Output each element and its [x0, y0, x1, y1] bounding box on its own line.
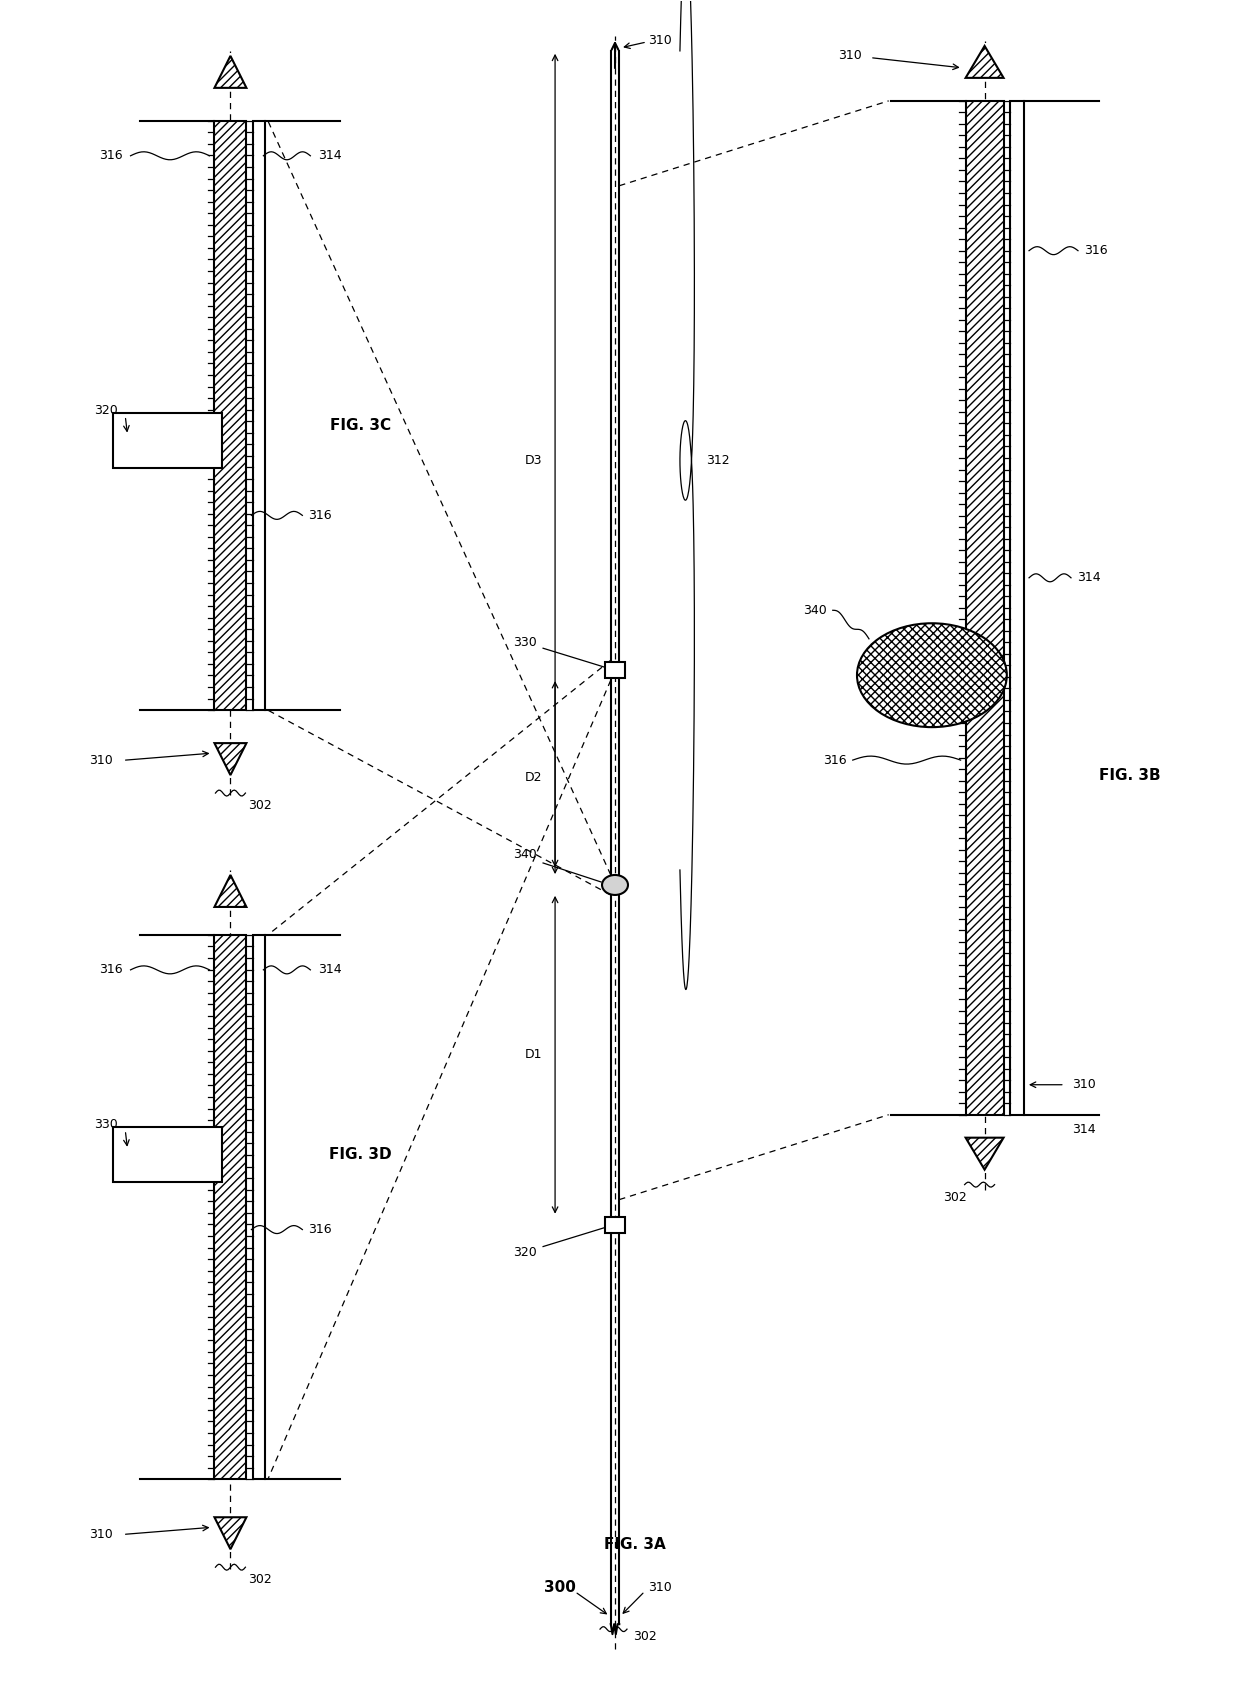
Text: 302: 302: [942, 1192, 966, 1204]
Text: D3: D3: [525, 454, 542, 467]
Text: FIG. 3D: FIG. 3D: [329, 1147, 392, 1163]
Text: FIG. 3A: FIG. 3A: [604, 1536, 666, 1552]
Polygon shape: [215, 1517, 247, 1550]
Text: 314: 314: [1078, 571, 1101, 585]
Text: 320: 320: [513, 1246, 537, 1258]
Bar: [215, 934, 247, 1480]
Bar: [253, 934, 265, 1480]
Bar: [1011, 101, 1024, 1115]
Bar: [966, 101, 1003, 1115]
Bar: [966, 101, 1003, 1115]
Ellipse shape: [857, 624, 1007, 726]
Text: 316: 316: [99, 150, 123, 162]
Text: 302: 302: [634, 1630, 657, 1642]
Text: FIG. 3C: FIG. 3C: [330, 418, 391, 433]
Text: 300: 300: [544, 1579, 577, 1594]
Bar: [113, 413, 222, 467]
Text: 316: 316: [309, 1222, 332, 1236]
Text: 310: 310: [649, 1581, 672, 1594]
Text: 330: 330: [94, 1118, 118, 1130]
Text: 310: 310: [89, 1528, 113, 1541]
Polygon shape: [215, 875, 247, 907]
Text: 316: 316: [309, 508, 332, 522]
Text: 314: 314: [319, 963, 342, 977]
Bar: [113, 1127, 222, 1182]
Text: 316: 316: [99, 963, 123, 977]
Bar: [215, 121, 247, 711]
Polygon shape: [966, 1137, 1003, 1170]
Text: 314: 314: [319, 150, 342, 162]
Text: 340: 340: [804, 604, 827, 617]
Bar: [215, 121, 247, 711]
Text: 316: 316: [823, 754, 847, 767]
Text: 310: 310: [89, 754, 113, 767]
Text: 310: 310: [649, 34, 672, 48]
Polygon shape: [966, 46, 1003, 78]
Text: 316: 316: [1084, 244, 1107, 257]
Bar: [113, 413, 222, 467]
Text: FIG. 3B: FIG. 3B: [1099, 767, 1161, 783]
Polygon shape: [215, 743, 247, 776]
Text: 302: 302: [248, 1572, 273, 1586]
Text: 302: 302: [248, 798, 273, 812]
Bar: [605, 662, 625, 679]
Ellipse shape: [603, 875, 627, 895]
Text: 312: 312: [706, 454, 729, 467]
Bar: [113, 1127, 222, 1182]
Text: 330: 330: [513, 636, 537, 648]
Text: 320: 320: [94, 404, 118, 418]
Text: 310: 310: [1073, 1078, 1096, 1091]
Text: D1: D1: [525, 1049, 542, 1061]
Bar: [253, 121, 265, 711]
Bar: [605, 1217, 625, 1233]
Text: 314: 314: [1073, 1124, 1096, 1136]
Text: D2: D2: [525, 771, 542, 784]
Bar: [215, 934, 247, 1480]
Text: 310: 310: [838, 49, 862, 63]
Text: 340: 340: [513, 849, 537, 861]
Polygon shape: [215, 56, 247, 89]
